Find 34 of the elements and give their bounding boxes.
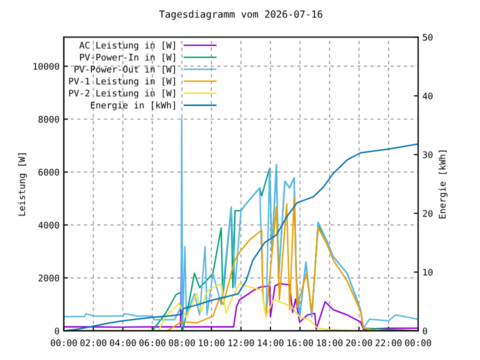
x-tick-label: 10:00 xyxy=(198,339,224,346)
chart-title: Tagesdiagramm vom 2026-07-16 xyxy=(159,10,322,20)
legend-label: AC Leistung in [W] xyxy=(79,42,176,50)
x-tick-label: 00:00 xyxy=(50,339,77,346)
y-tick-label: 10000 xyxy=(34,62,60,70)
y2-tick-label: 0 xyxy=(422,328,428,334)
y2-tick-label: 10 xyxy=(423,268,433,276)
x-tick-label: 00:00 xyxy=(405,339,432,346)
y2-tick-label: 40 xyxy=(422,92,433,100)
legend-label: PV-Power-Out in [W] xyxy=(74,66,176,74)
y-tick-label: 4000 xyxy=(38,222,60,229)
y-tick-label: 8000 xyxy=(38,116,60,123)
x-tick-label: 22:00 xyxy=(376,339,402,346)
y2-axis-title: Energie [kWh] xyxy=(438,150,448,218)
y2-tick-label: 30 xyxy=(422,151,433,158)
y2-tick-label: 50 xyxy=(422,34,433,41)
y-tick-label: 2000 xyxy=(38,274,60,282)
legend-label: Energie in [kWh] xyxy=(90,102,176,110)
x-tick-label: 02:00 xyxy=(80,339,106,346)
x-tick-label: 06:00 xyxy=(139,339,166,346)
legend-label: PV-1 Leistung in [W] xyxy=(69,78,176,86)
x-tick-label: 08:00 xyxy=(168,339,195,346)
x-tick-label: 16:00 xyxy=(287,339,314,346)
x-tick-label: 04:00 xyxy=(110,339,136,346)
y-tick-label: 0 xyxy=(54,328,60,334)
x-tick-label: 18:00 xyxy=(317,339,343,346)
y-tick-label: 6000 xyxy=(38,168,60,176)
x-tick-label: 14:00 xyxy=(258,339,284,346)
legend-label: PV-2 Leistung in [W] xyxy=(69,90,176,98)
x-tick-label: 20:00 xyxy=(346,339,372,346)
x-tick-label: 12:00 xyxy=(228,339,254,346)
legend-label: PV-Power-In in [W] xyxy=(80,54,176,62)
y2-tick-label: 20 xyxy=(422,210,433,217)
y-axis-title: Leistung [W] xyxy=(18,153,27,216)
